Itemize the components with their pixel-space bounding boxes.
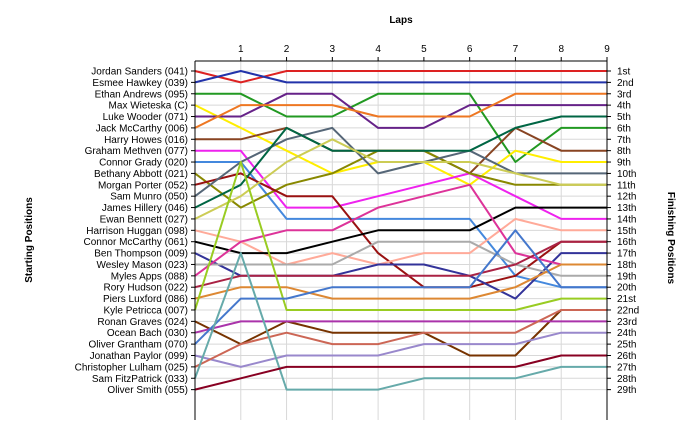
starting-position-label: Sam Munro (050): [110, 192, 188, 203]
starting-position-label: Connor McCarthy (061): [84, 237, 188, 248]
x-tick-label: 7: [513, 44, 519, 55]
starting-position-label: Oliver Grantham (070): [89, 340, 188, 351]
series-line: [194, 354, 607, 391]
finishing-position-label: 21st: [617, 294, 636, 305]
right-axis-title: Finishing Positions: [665, 192, 676, 285]
series-line: [194, 309, 607, 368]
finishing-position-label: 18th: [617, 260, 636, 271]
starting-position-label: Kyle Petricca (007): [104, 305, 188, 316]
series-line: [194, 70, 607, 84]
starting-position-label: Harry Howes (016): [104, 135, 188, 146]
finishing-position-label: 13th: [617, 203, 636, 214]
finishing-position-label: 17th: [617, 249, 636, 260]
x-tick-label: 1: [238, 44, 244, 55]
starting-position-label: Max Wieteska (C): [109, 101, 188, 112]
x-axis-title: Laps: [389, 15, 413, 26]
starting-position-label: Jonathan Paylor (099): [90, 351, 188, 362]
series-line: [194, 240, 607, 289]
left-axis-title: Starting Positions: [24, 197, 35, 283]
finishing-position-label: 5th: [617, 112, 631, 123]
series-line: [194, 115, 607, 209]
series-line: [194, 149, 607, 209]
starting-position-label: Jack McCarthy (006): [96, 123, 188, 134]
starting-position-label: Harrison Huggan (098): [86, 226, 188, 237]
finishing-position-label: 4th: [617, 101, 631, 112]
series-line: [195, 92, 607, 129]
series-line: [194, 206, 607, 255]
finishing-position-label: 7th: [617, 135, 631, 146]
series-line: [194, 161, 607, 311]
finishing-position-label: 10th: [617, 169, 636, 180]
finishing-position-label: 16th: [617, 237, 636, 248]
series-line: [194, 252, 607, 391]
series-line: [194, 138, 607, 220]
x-tick-label: 9: [604, 44, 610, 55]
finishing-position-label: 9th: [617, 158, 631, 169]
finishing-position-label: 14th: [617, 214, 636, 225]
finishing-position-label: 3rd: [617, 89, 631, 100]
finishing-position-label: 20th: [617, 283, 636, 294]
starting-position-label: Graham Methven (077): [85, 146, 188, 157]
finishing-position-label: 24th: [617, 328, 636, 339]
axes: [191, 57, 611, 420]
starting-position-label: James Hillery (046): [102, 203, 188, 214]
starting-position-label: Oliver Smith (055): [107, 385, 188, 396]
finishing-position-label: 29th: [617, 385, 636, 396]
finishing-position-label: 28th: [617, 374, 636, 385]
series-line: [194, 229, 607, 345]
series-line: [194, 92, 607, 129]
starting-position-label: Connor Grady (020): [99, 158, 188, 169]
series-line: [195, 161, 607, 289]
finishing-position-label: 2nd: [617, 78, 634, 89]
starting-position-label: Luke Wooder (071): [103, 112, 188, 123]
x-tick-label: 2: [284, 44, 290, 55]
starting-position-label: Esmee Hawkey (039): [92, 78, 188, 89]
series-line: [194, 263, 607, 300]
series-line: [194, 126, 607, 198]
x-tick-label: 8: [558, 44, 564, 55]
starting-position-label: Morgan Porter (052): [98, 180, 188, 191]
x-tick-label: 6: [467, 44, 473, 55]
x-tick-label: 3: [330, 44, 336, 55]
starting-position-label: Bethany Abbott (021): [94, 169, 188, 180]
finishing-position-label: 19th: [617, 271, 636, 282]
starting-position-label: Ronan Graves (024): [97, 317, 188, 328]
series-line: [194, 70, 607, 84]
finishing-position-label: 1st: [617, 67, 631, 78]
finishing-position-label: 12th: [617, 192, 636, 203]
starting-position-label: Ben Thompson (009): [94, 249, 188, 260]
finishing-position-label: 11th: [617, 180, 636, 191]
finishing-position-label: 23rd: [617, 317, 637, 328]
labels: 1 2 3 4 5 6 7 8 9 Jordan Sanders (041)Esmee Hawke…: [75, 44, 640, 396]
finishing-position-label: 15th: [617, 226, 636, 237]
finishing-position-label: 8th: [617, 146, 631, 157]
starting-position-label: Wesley Mason (023): [96, 260, 188, 271]
finishing-position-label: 26th: [617, 351, 636, 362]
starting-position-label: Christopher Lulham (025): [75, 362, 188, 373]
starting-position-label: Ocean Bach (030): [107, 328, 188, 339]
starting-position-label: Ethan Andrews (095): [95, 89, 188, 100]
series-line: [194, 331, 607, 368]
series-line: [194, 309, 607, 357]
finishing-position-label: 6th: [617, 123, 631, 134]
finishing-position-label: 22nd: [617, 305, 639, 316]
starting-position-label: Jordan Sanders (041): [91, 67, 188, 78]
starting-position-label: Piers Luxford (086): [103, 294, 188, 305]
series-lines: [194, 70, 607, 391]
x-tick-label: 4: [375, 44, 381, 55]
series-line: [195, 240, 607, 277]
starting-position-label: Myles Apps (088): [111, 271, 188, 282]
starting-position-label: Ewan Bennett (027): [100, 214, 188, 225]
finishing-position-label: 25th: [617, 340, 636, 351]
finishing-position-label: 27th: [617, 362, 636, 373]
starting-position-label: Rory Hudson (022): [104, 283, 188, 294]
x-tick-label: 5: [421, 44, 427, 55]
starting-position-label: Sam FitzPatrick (033): [92, 374, 188, 385]
